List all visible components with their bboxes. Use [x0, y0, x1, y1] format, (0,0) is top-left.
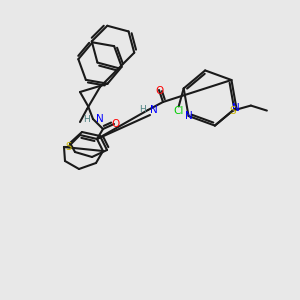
Text: H: H: [83, 115, 90, 124]
Text: S: S: [230, 106, 236, 116]
Text: N: N: [150, 105, 158, 115]
Text: N: N: [96, 114, 104, 124]
Text: O: O: [155, 86, 163, 96]
Text: H: H: [139, 104, 146, 113]
Text: S: S: [65, 142, 71, 152]
Text: N: N: [232, 103, 240, 112]
Text: Cl: Cl: [173, 106, 184, 116]
Text: N: N: [185, 111, 192, 121]
Text: O: O: [111, 119, 119, 129]
